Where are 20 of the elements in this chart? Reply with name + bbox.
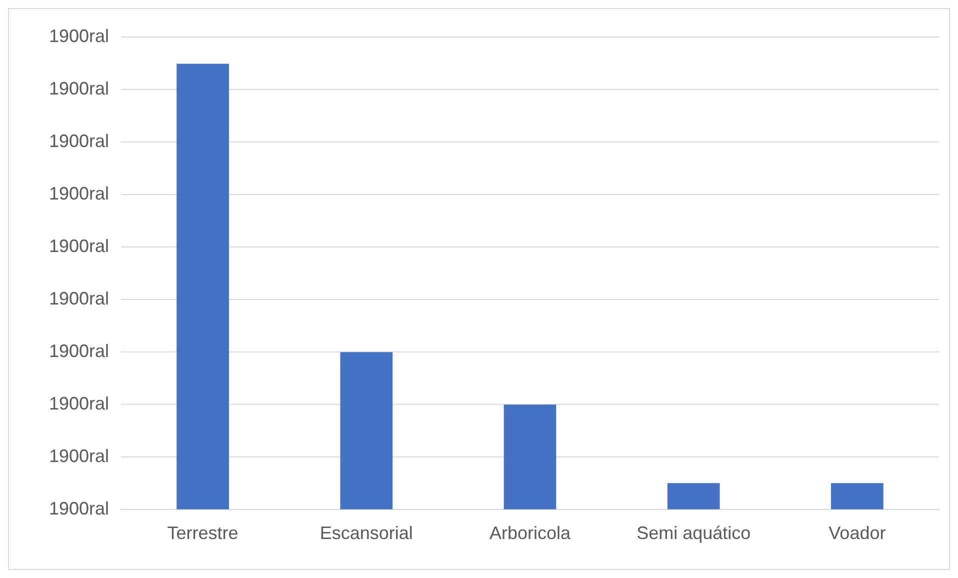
text: 1900ral	[48, 26, 109, 46]
text: 1900ral	[48, 130, 109, 151]
text: 1900ral	[48, 498, 109, 518]
x-tick-label: Arboricola	[489, 523, 572, 544]
text: 1900ral	[48, 183, 109, 204]
bar	[340, 352, 393, 510]
text: 1900ral	[48, 288, 109, 308]
text: 1900ral	[48, 236, 109, 256]
x-tick-label: Semi aquático	[636, 523, 751, 544]
text: 1900ral	[48, 393, 109, 414]
bar	[176, 64, 229, 510]
text: 1900ral	[48, 78, 109, 98]
bar	[504, 404, 556, 510]
text: 1900ral	[48, 340, 109, 361]
x-tick-label: Voador	[828, 523, 886, 544]
x-tick-label: Terrestre	[167, 523, 238, 544]
bar	[831, 483, 884, 510]
x-tick-label: Escansorial	[320, 523, 413, 544]
bar	[667, 483, 720, 510]
text: 1900ral	[48, 446, 109, 466]
